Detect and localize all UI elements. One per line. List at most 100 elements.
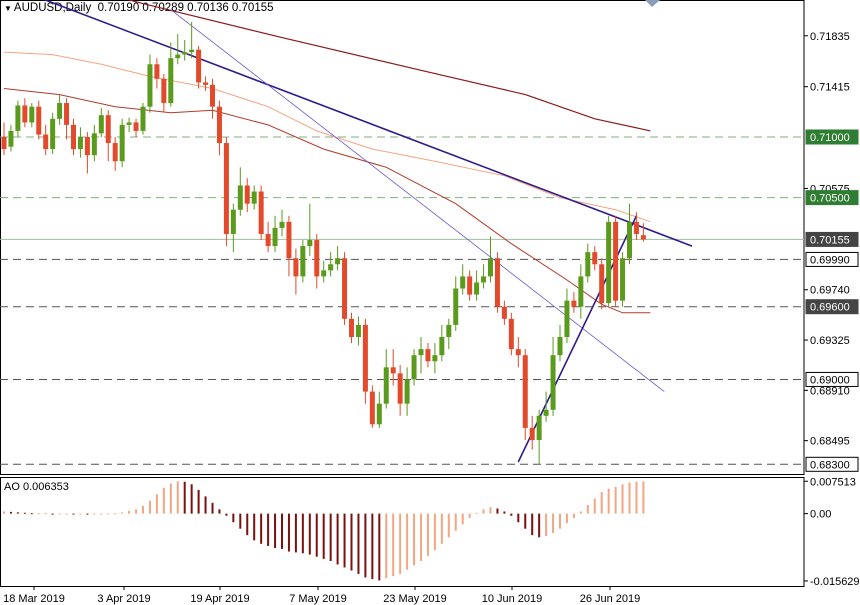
ao-bar xyxy=(496,508,499,514)
ao-bar xyxy=(239,513,242,529)
ao-bar xyxy=(155,494,158,514)
candle-body xyxy=(8,130,14,147)
candle-body xyxy=(432,355,438,362)
candle-body xyxy=(300,246,306,277)
price-panel-border xyxy=(0,0,805,475)
horizontal-levels xyxy=(0,136,804,465)
ao-bar xyxy=(308,513,311,555)
candle-body xyxy=(369,391,375,425)
candle-body xyxy=(140,106,146,131)
ao-bar xyxy=(552,513,555,534)
candle-body xyxy=(522,355,528,428)
ao-bar xyxy=(482,509,485,514)
candle-body xyxy=(50,118,56,150)
ao-bar xyxy=(9,511,12,514)
ao-bar xyxy=(489,507,492,514)
ao-bar xyxy=(107,513,110,515)
overlay-lines xyxy=(3,0,693,463)
candle-body xyxy=(418,349,424,356)
candle-body xyxy=(578,276,584,307)
candle-body xyxy=(585,252,591,277)
ao-bar xyxy=(190,484,193,514)
price-tag xyxy=(805,456,859,472)
candle-body xyxy=(404,379,410,404)
ao-bar xyxy=(204,496,207,514)
ao-bar xyxy=(211,502,214,514)
ao-bar xyxy=(142,505,144,514)
ao-bar xyxy=(260,513,263,544)
ao-bar xyxy=(426,513,429,556)
candle-body xyxy=(536,415,542,441)
ao-bar xyxy=(510,513,513,516)
ao-bar xyxy=(23,512,26,514)
candle-body xyxy=(342,258,348,319)
candle-body xyxy=(550,355,556,410)
candle-body xyxy=(383,367,389,404)
ao-bar xyxy=(315,513,318,557)
x-tick-label: 3 Apr 2019 xyxy=(97,593,150,605)
price-tag xyxy=(805,190,859,206)
candle-body xyxy=(494,258,500,307)
ao-bar xyxy=(148,500,151,514)
candle-body xyxy=(307,240,313,247)
candle-body xyxy=(508,318,514,350)
ao-histogram xyxy=(3,481,645,581)
y-tick-label: 0.68495 xyxy=(810,436,850,448)
candle-body xyxy=(216,106,222,144)
ao-bar xyxy=(100,513,103,515)
dropdown-triangle-icon[interactable]: ▼ xyxy=(4,4,12,13)
ao-bar xyxy=(579,511,582,514)
ao-bar xyxy=(329,513,332,562)
ao-bar xyxy=(517,513,520,523)
ao-bar xyxy=(572,513,575,518)
ao-bar xyxy=(364,513,367,578)
ao-bar xyxy=(58,513,61,515)
ao-bar xyxy=(176,481,179,514)
ao-bar xyxy=(371,513,374,580)
candle-body xyxy=(71,124,76,150)
ao-bar xyxy=(294,513,297,553)
candle-body xyxy=(57,103,63,119)
candle-body xyxy=(29,106,35,123)
ao-bar xyxy=(16,512,19,514)
candle-body xyxy=(36,106,42,135)
candle-body xyxy=(244,185,250,204)
x-tick-label: 26 Jun 2019 xyxy=(580,593,641,605)
ao-bar xyxy=(322,513,325,559)
ao-bar xyxy=(183,481,186,514)
candle-body xyxy=(203,82,209,85)
ao-bar xyxy=(246,513,249,536)
candle-body xyxy=(467,276,473,295)
candle-body xyxy=(488,258,493,277)
candle-body xyxy=(362,324,368,392)
candle-body xyxy=(349,318,354,338)
y-tick-label: 0.71835 xyxy=(810,31,850,43)
price-tag xyxy=(805,231,859,247)
candle-body xyxy=(196,49,202,83)
x-tick-label: 7 May 2019 xyxy=(289,593,346,605)
candle-body xyxy=(237,185,243,210)
ao-bar xyxy=(79,513,82,515)
ao-bar xyxy=(503,511,506,514)
candle-body xyxy=(15,105,21,131)
candle-body xyxy=(627,221,632,259)
ao-bar xyxy=(440,513,443,544)
candle-body xyxy=(321,270,327,277)
candle-body xyxy=(453,288,459,325)
ao-bar xyxy=(253,513,256,541)
ao-bar xyxy=(93,513,96,515)
ma-slow-line xyxy=(126,0,651,132)
ao-bar xyxy=(621,484,624,514)
price-tag-label: 0.69990 xyxy=(810,254,850,266)
x-tick-label: 23 May 2019 xyxy=(383,593,447,605)
ao-y-tick-label: 0.007513 xyxy=(810,476,856,488)
candle-body xyxy=(460,276,466,289)
ao-bar xyxy=(378,513,381,581)
y-tick-label: 0.69740 xyxy=(810,285,850,297)
ao-bar xyxy=(114,513,117,515)
price-tag-label: 0.69000 xyxy=(810,374,850,386)
ao-bar xyxy=(287,513,290,552)
symbol-label: AUDUSD,Daily xyxy=(13,2,92,14)
ao-bar xyxy=(538,513,541,538)
